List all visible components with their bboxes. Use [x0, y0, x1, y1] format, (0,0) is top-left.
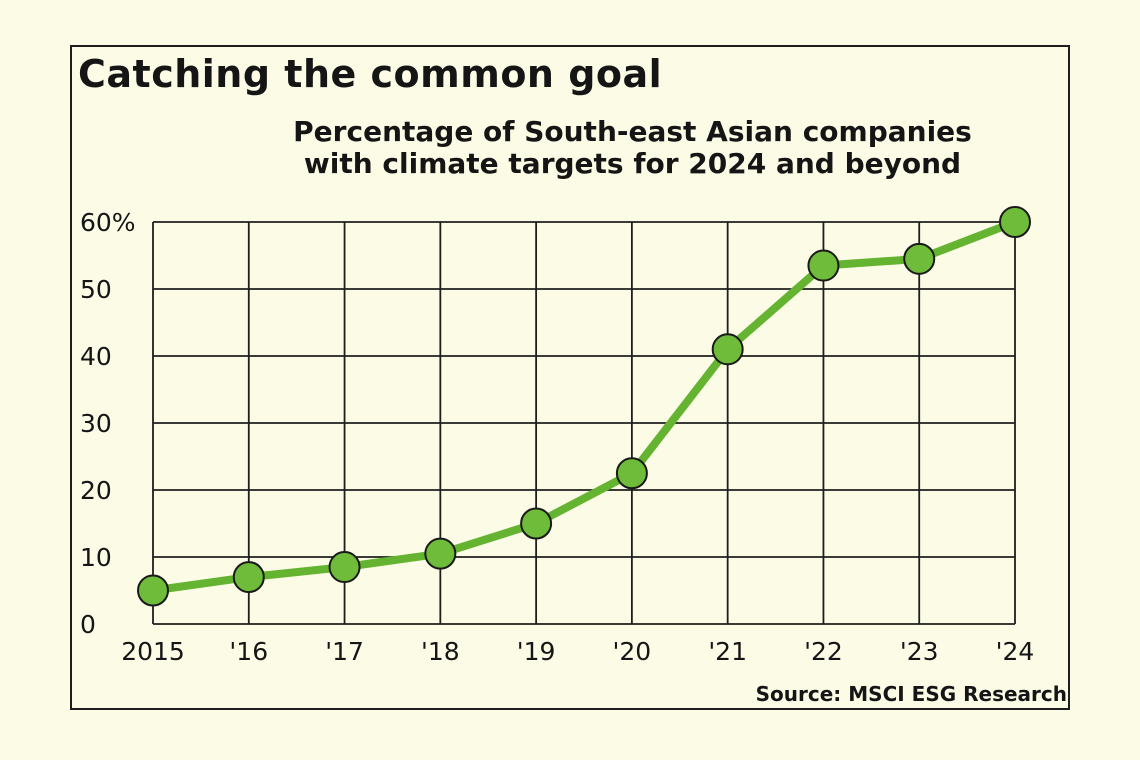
data-point — [232, 561, 265, 594]
data-point — [615, 457, 648, 490]
x-tick-label: 2015 — [121, 637, 185, 666]
y-tick-label: 50 — [80, 275, 112, 304]
x-tick-label: '22 — [804, 637, 843, 666]
chart-subtitle-line-1: Percentage of South-east Asian companies — [293, 115, 972, 148]
data-point — [903, 242, 936, 275]
data-point — [137, 574, 169, 607]
chart-title: Catching the common goal — [78, 52, 663, 96]
x-tick-label: '17 — [325, 637, 364, 666]
y-tick-label: 20 — [80, 476, 112, 505]
x-tick-label: '19 — [517, 637, 556, 666]
y-tick-label: 60% — [80, 208, 136, 237]
data-point — [424, 537, 457, 570]
data-point — [520, 507, 553, 540]
y-tick-label: 40 — [80, 342, 112, 371]
series-line — [149, 218, 1019, 595]
x-tick-label: '24 — [996, 637, 1035, 666]
y-tick-label: 30 — [80, 409, 112, 438]
data-point — [328, 551, 361, 584]
x-tick-label: '18 — [421, 637, 460, 666]
x-tick-label: '20 — [613, 637, 652, 666]
x-tick-label: '16 — [229, 637, 268, 666]
x-tick-label: '23 — [900, 637, 939, 666]
data-point — [807, 249, 840, 282]
x-tick-label: '21 — [708, 637, 747, 666]
source-note: Source: MSCI ESG Research — [755, 682, 1067, 706]
y-tick-label: 0 — [80, 610, 96, 639]
chart-subtitle-line-2: with climate targets for 2024 and beyond — [303, 147, 962, 180]
data-point — [711, 333, 744, 366]
chart-frame — [70, 45, 1070, 710]
data-point — [999, 206, 1031, 238]
y-tick-label: 10 — [80, 543, 112, 572]
